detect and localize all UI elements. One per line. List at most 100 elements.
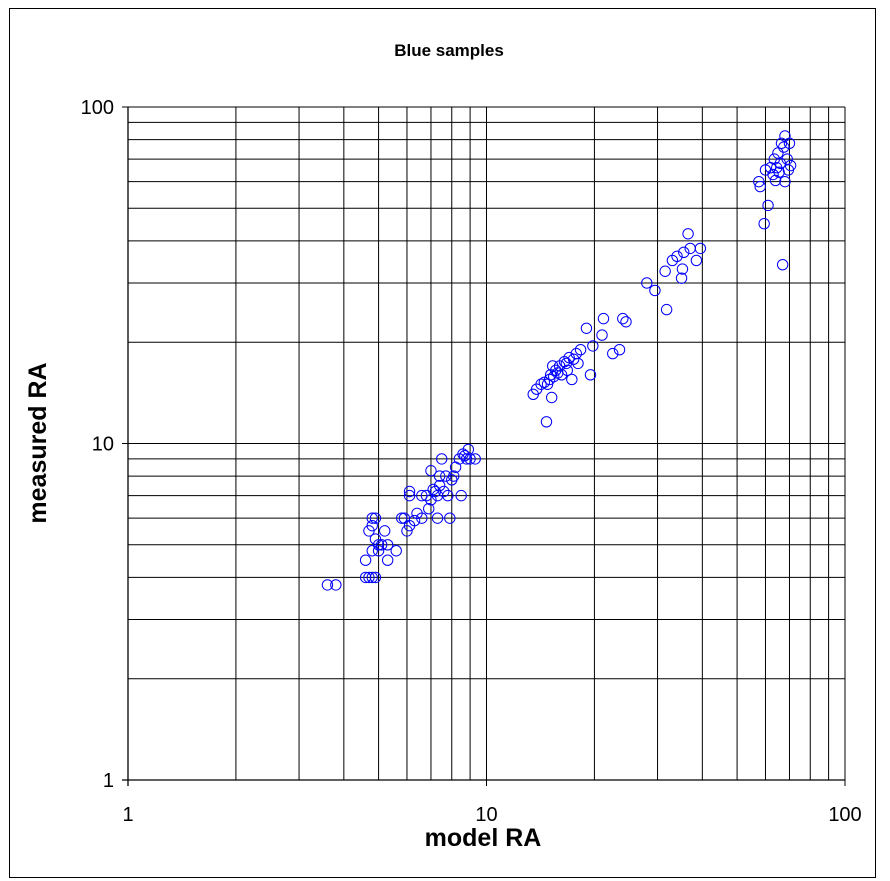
data-point [580, 322, 593, 334]
data-point [535, 378, 547, 390]
data-point [369, 533, 382, 545]
data-point [433, 479, 446, 492]
data-point [555, 369, 568, 381]
data-point [403, 489, 416, 502]
data-point [768, 153, 780, 165]
data-point [563, 351, 575, 364]
data-point [372, 539, 385, 551]
data-point [767, 168, 779, 181]
data-point [381, 554, 394, 566]
data-point [416, 489, 428, 502]
data-point [372, 545, 385, 557]
data-point [455, 489, 467, 502]
data-point [390, 545, 402, 557]
data-point [641, 277, 653, 289]
data-point [584, 369, 597, 381]
data-point [381, 539, 394, 551]
data-point [330, 579, 342, 591]
data-point [547, 360, 559, 372]
x-tick-label: 10 [475, 804, 497, 826]
y-tick-label: 100 [81, 97, 114, 119]
data-point [363, 571, 375, 584]
data-point [560, 357, 573, 370]
data-point [416, 512, 428, 524]
data-point [469, 453, 481, 465]
data-point [676, 263, 689, 275]
data-point [572, 357, 584, 370]
data-point [597, 312, 610, 325]
data-point [778, 141, 790, 153]
x-axis-title: model RA [425, 824, 542, 852]
y-axis-title: measured RA [24, 362, 52, 523]
data-point [378, 525, 391, 537]
data-point [401, 525, 413, 537]
data-point [620, 316, 632, 328]
data-points [321, 130, 797, 591]
data-point [431, 512, 444, 524]
data-point [375, 539, 388, 551]
data-point [436, 453, 448, 465]
data-point [366, 571, 378, 584]
data-point [433, 470, 446, 482]
data-point [369, 571, 382, 584]
data-point [754, 180, 766, 193]
data-point [587, 340, 599, 352]
data-point [753, 175, 765, 188]
data-point [359, 571, 372, 584]
data-point [567, 353, 580, 365]
tick-labels: 1 10 100 1 10 100 [81, 97, 862, 826]
data-point [675, 272, 688, 284]
data-point [671, 250, 683, 263]
data-point [613, 343, 626, 356]
data-point [758, 217, 770, 230]
data-point [566, 373, 578, 386]
data-point [774, 157, 787, 170]
data-point [403, 485, 416, 498]
data-point [438, 485, 450, 498]
data-point [649, 284, 661, 297]
data-point [442, 489, 454, 502]
data-point [538, 376, 551, 389]
data-point [395, 512, 408, 524]
data-point [444, 512, 456, 524]
data-point [440, 470, 452, 482]
data-point [425, 465, 437, 477]
data-point [762, 199, 774, 212]
data-point [678, 246, 690, 259]
data-point [574, 343, 587, 356]
data-point [423, 503, 435, 515]
data-point [540, 416, 553, 428]
data-point [359, 554, 372, 566]
data-point [366, 512, 378, 524]
data-point [660, 303, 673, 316]
data-point [408, 514, 421, 527]
data-point [369, 512, 382, 524]
data-point [462, 443, 475, 456]
data-point [545, 391, 558, 404]
data-point [617, 312, 629, 325]
x-tick-label: 100 [828, 804, 861, 826]
data-point [690, 254, 703, 267]
data-point [596, 329, 608, 341]
data-point [366, 545, 378, 557]
data-point [773, 166, 785, 178]
data-point [694, 242, 707, 255]
axes [122, 106, 846, 786]
data-point [464, 453, 476, 465]
y-tick-label: 10 [92, 434, 114, 456]
data-point [781, 153, 793, 165]
data-point [783, 137, 796, 150]
data-point [321, 579, 334, 591]
data-point [561, 364, 573, 377]
grid-lines [127, 106, 846, 781]
data-point [659, 265, 671, 277]
data-point [776, 258, 789, 271]
chart-title: Blue samples [394, 41, 504, 60]
data-point [682, 228, 694, 240]
data-point [607, 347, 619, 360]
y-tick-label: 1 [103, 770, 114, 792]
x-tick-label: 1 [122, 804, 133, 826]
data-point [366, 519, 378, 532]
data-point [427, 483, 439, 496]
